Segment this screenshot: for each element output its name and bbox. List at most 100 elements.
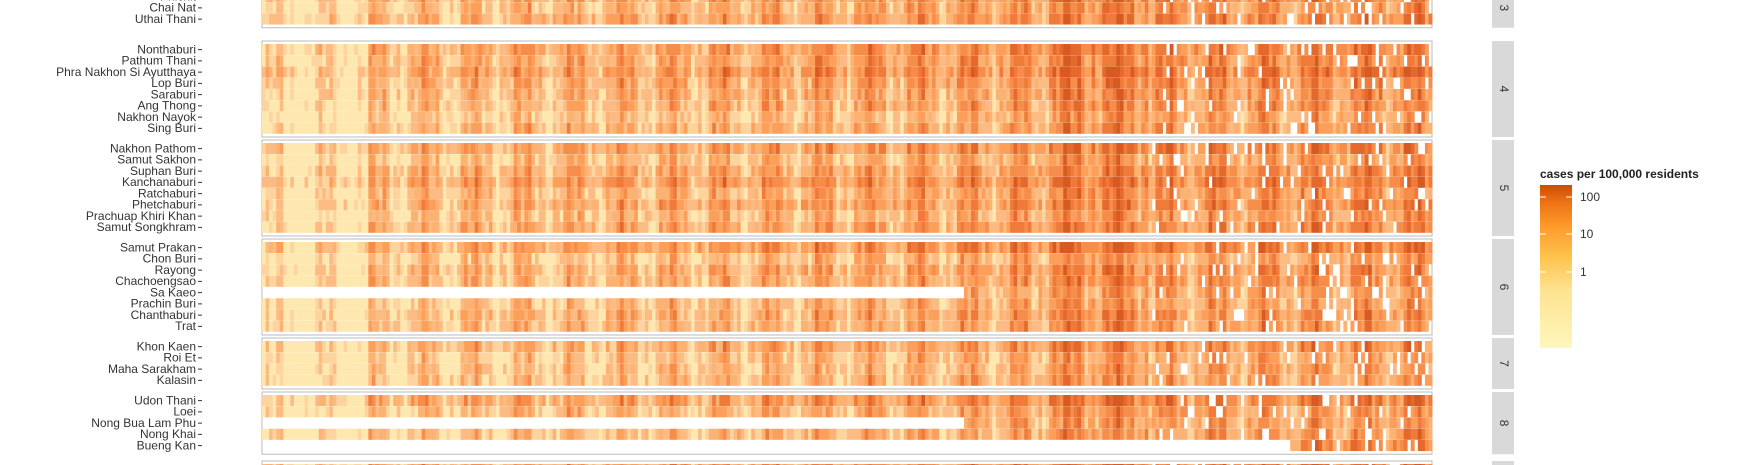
heatmap-cell — [715, 13, 720, 25]
heatmap-cell — [1020, 100, 1025, 112]
heatmap-cell — [1332, 55, 1337, 67]
heatmap-cell — [634, 2, 639, 14]
heatmap-cell — [1081, 111, 1085, 123]
heatmap-row — [262, 77, 1433, 89]
heatmap-cell — [1095, 0, 1100, 3]
heatmap-cell — [1265, 122, 1270, 134]
heatmap-cell — [928, 122, 933, 134]
heatmap-cell — [1098, 44, 1103, 56]
heatmap-cell — [896, 176, 901, 188]
heatmap-cell — [503, 77, 508, 89]
heatmap-cell — [808, 100, 812, 112]
heatmap-cell — [960, 122, 965, 134]
heatmap-cell — [513, 77, 518, 89]
heatmap-cell — [1268, 89, 1273, 101]
heatmap-cell — [322, 143, 327, 155]
heatmap-cell — [1031, 176, 1036, 188]
heatmap-cell — [822, 0, 827, 3]
heatmap-cell — [566, 122, 571, 134]
heatmap-cell — [403, 176, 408, 188]
heatmap-cell — [510, 66, 515, 78]
heatmap-cell — [644, 111, 649, 123]
heatmap-cell — [460, 122, 465, 134]
heatmap-cell — [332, 44, 337, 56]
heatmap-cell — [329, 188, 334, 200]
heatmap-cell — [772, 44, 777, 56]
heatmap-cell — [783, 176, 788, 188]
heatmap-cell — [1336, 176, 1341, 188]
heatmap-cell — [850, 154, 855, 166]
heatmap-cell — [854, 111, 859, 123]
heatmap-cell — [1315, 143, 1319, 155]
heatmap-cell — [1325, 66, 1330, 78]
heatmap-cell — [332, 2, 337, 14]
heatmap-cell — [556, 188, 561, 200]
heatmap-cell — [1315, 100, 1319, 112]
heatmap-cell — [804, 100, 809, 112]
heatmap-cell — [988, 89, 993, 101]
heatmap-cell — [1208, 122, 1213, 134]
heatmap-cell — [985, 111, 990, 123]
heatmap-cell — [1244, 111, 1249, 123]
heatmap-cell — [623, 122, 628, 134]
heatmap-cell — [808, 89, 812, 101]
heatmap-cell — [1233, 176, 1238, 188]
heatmap-cell — [457, 165, 461, 177]
heatmap-cell — [262, 188, 266, 200]
heatmap-cell — [272, 100, 277, 112]
heatmap-cell — [290, 111, 295, 123]
heatmap-cell — [467, 55, 472, 67]
heatmap-cell — [400, 89, 405, 101]
heatmap-cell — [1180, 77, 1185, 89]
heatmap-cell — [978, 111, 983, 123]
heatmap-cell — [1144, 77, 1149, 89]
heatmap-cell — [318, 165, 323, 177]
heatmap-cell — [680, 13, 685, 25]
heatmap-cell — [850, 13, 855, 25]
heatmap-cell — [971, 0, 976, 3]
heatmap-cell — [822, 122, 827, 134]
heatmap-cell — [283, 176, 288, 188]
heatmap-cell — [1297, 44, 1302, 56]
heatmap-cell — [1382, 13, 1387, 25]
heatmap-cell — [882, 13, 887, 25]
heatmap-cell — [627, 44, 632, 56]
heatmap-cell — [343, 122, 348, 134]
heatmap-cell — [832, 111, 837, 123]
heatmap-cell — [439, 176, 444, 188]
heatmap-cell — [868, 111, 873, 123]
heatmap-cell — [715, 165, 720, 177]
heatmap-cell — [829, 154, 834, 166]
heatmap-cell — [691, 66, 695, 78]
heatmap-cell — [669, 77, 674, 89]
heatmap-cell — [1315, 154, 1319, 166]
heatmap-cell — [864, 154, 869, 166]
heatmap-cell — [971, 165, 976, 177]
heatmap-cell — [992, 2, 997, 14]
heatmap-cell — [1300, 154, 1305, 166]
heatmap-cell — [1428, 89, 1433, 101]
heatmap-cell — [570, 122, 575, 134]
heatmap-cell — [783, 55, 788, 67]
heatmap-cell — [1258, 165, 1263, 177]
heatmap-cell — [733, 143, 738, 155]
heatmap-cell — [1063, 176, 1068, 188]
heatmap-cell — [315, 111, 320, 123]
heatmap-cell — [1024, 89, 1029, 101]
heatmap-cell — [581, 111, 586, 123]
heatmap-cell — [1045, 89, 1050, 101]
heatmap-cell — [1293, 55, 1298, 67]
heatmap-cell — [1077, 89, 1082, 101]
heatmap-cell — [623, 111, 628, 123]
heatmap-cell — [368, 143, 373, 155]
heatmap-cell — [1112, 111, 1117, 123]
heatmap-cell — [559, 165, 564, 177]
heatmap-cell — [765, 143, 770, 155]
heatmap-cell — [1329, 44, 1334, 56]
heatmap-cell — [818, 176, 823, 188]
heatmap-cell — [964, 100, 968, 112]
heatmap-cell — [1297, 122, 1302, 134]
heatmap-cell — [1183, 154, 1188, 166]
heatmap-cell — [538, 176, 543, 188]
heatmap-cell — [315, 165, 320, 177]
